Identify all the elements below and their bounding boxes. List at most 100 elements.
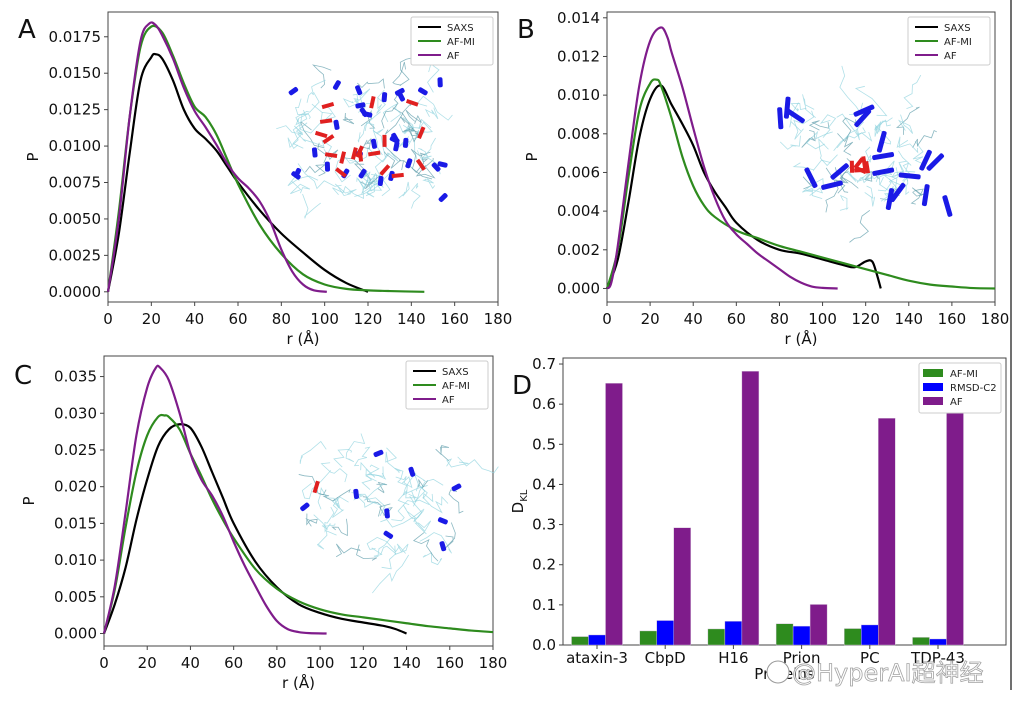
coil-strand (416, 152, 429, 172)
beta-sheet (379, 164, 391, 176)
beta-sheet (355, 145, 364, 158)
watermark-text: @HyperAI超神经 (792, 659, 984, 687)
beta-sheet (335, 167, 347, 178)
helix (437, 161, 448, 168)
coil-strand (422, 552, 443, 566)
bar-af (946, 411, 964, 646)
y-tick-label: 0.035 (54, 368, 97, 386)
coil-strand (864, 185, 876, 207)
coil-strand (896, 136, 919, 154)
y-tick-label: 0.7 (532, 355, 556, 373)
coil-strand (411, 182, 421, 209)
coil-strand (332, 497, 343, 511)
helix (408, 466, 416, 477)
coil-strand (838, 176, 859, 193)
helix (439, 541, 447, 552)
coil-strand (376, 481, 388, 494)
coil-strand (353, 98, 367, 113)
x-tick-label: 120 (354, 310, 383, 328)
helix (854, 109, 872, 128)
helix (921, 184, 930, 207)
legend-label: SAXS (442, 367, 469, 378)
coil-strand (297, 163, 342, 190)
legend-label: AF-MI (442, 381, 470, 392)
legend-label: SAXS (447, 23, 474, 34)
coil-strand (392, 61, 406, 86)
coil-strand (372, 554, 410, 594)
coil-strand (353, 446, 371, 467)
series-line-saxs (102, 423, 407, 635)
series-line-af (606, 26, 838, 290)
coil-strand (415, 484, 434, 503)
coil-strand (395, 476, 413, 489)
x-tick-label: PC (860, 649, 880, 667)
coil-strand (287, 124, 300, 149)
legend: SAXS AF-MI AF (405, 360, 489, 410)
beta-sheet (314, 130, 328, 139)
coil-strand (424, 107, 439, 120)
protein-structure-inset (276, 57, 453, 219)
coil-strand (849, 210, 871, 243)
coil-strand (342, 112, 355, 125)
coil-strand (792, 159, 831, 172)
coil-strand (295, 109, 309, 126)
y-axis-label: DKL (509, 489, 530, 513)
bar-af-mi (707, 628, 726, 646)
beta-sheet (321, 101, 335, 110)
x-tick-label: 180 (479, 654, 508, 672)
coil-strand (779, 135, 801, 150)
coil-strand (332, 496, 349, 518)
coil-strand (355, 88, 373, 108)
coil-strand (305, 513, 318, 527)
x-tick-label: H16 (718, 649, 748, 667)
x-tick-label: 0 (602, 310, 612, 328)
coil-strand (376, 89, 386, 114)
helix (324, 161, 331, 172)
panel-letter-a: A (18, 15, 36, 45)
helix (353, 488, 360, 499)
legend-box (405, 360, 489, 410)
coil-strand (898, 150, 912, 182)
coil-strand (422, 496, 449, 514)
y-tick-label: 0.4 (532, 475, 556, 493)
bar-af (605, 383, 623, 646)
x-tick-label: 80 (770, 310, 789, 328)
coil-strand (883, 178, 898, 202)
beta-sheet (417, 126, 426, 139)
helix (373, 449, 384, 458)
beta-sheet (405, 98, 419, 107)
beta-sheet (382, 134, 387, 147)
bar-rmsd-c2 (861, 624, 879, 646)
coil-strand (366, 536, 400, 553)
coil-strand (366, 180, 391, 198)
coil-strand (414, 520, 432, 535)
panel-a-line-chart: 0 20 40 60 80 100 120 140 160 180 0.0000 0.0025 0.00… (24, 11, 512, 348)
helix (777, 107, 784, 130)
x-tick-label: 40 (684, 310, 703, 328)
coil-strand (864, 171, 881, 182)
bar-af-mi (775, 623, 794, 646)
helix (804, 167, 818, 189)
helix (332, 80, 341, 90)
legend-label: SAXS (944, 23, 971, 34)
coil-strand (402, 117, 414, 135)
coil-strand (366, 172, 377, 185)
y-tick-label: 0.3 (532, 516, 556, 534)
x-tick-label: 160 (440, 310, 469, 328)
y-axis-label-main: D (509, 502, 527, 514)
coil-strand (357, 111, 381, 143)
y-tick-label: 0.0025 (49, 246, 102, 264)
coil-strand (789, 102, 802, 132)
coil-strand (317, 486, 339, 510)
helix (358, 168, 367, 179)
x-tick-label: CbpD (645, 649, 686, 667)
helix (853, 104, 875, 117)
legend-swatch-af (923, 397, 943, 405)
watermark: @HyperAI超神经 (766, 659, 984, 687)
coil-strand (874, 119, 891, 137)
coil-strand (335, 543, 361, 558)
coil-strand (858, 170, 872, 184)
coil-strand (316, 530, 337, 550)
y-tick-label: 0.0150 (49, 64, 102, 82)
coil-strand (912, 129, 938, 148)
